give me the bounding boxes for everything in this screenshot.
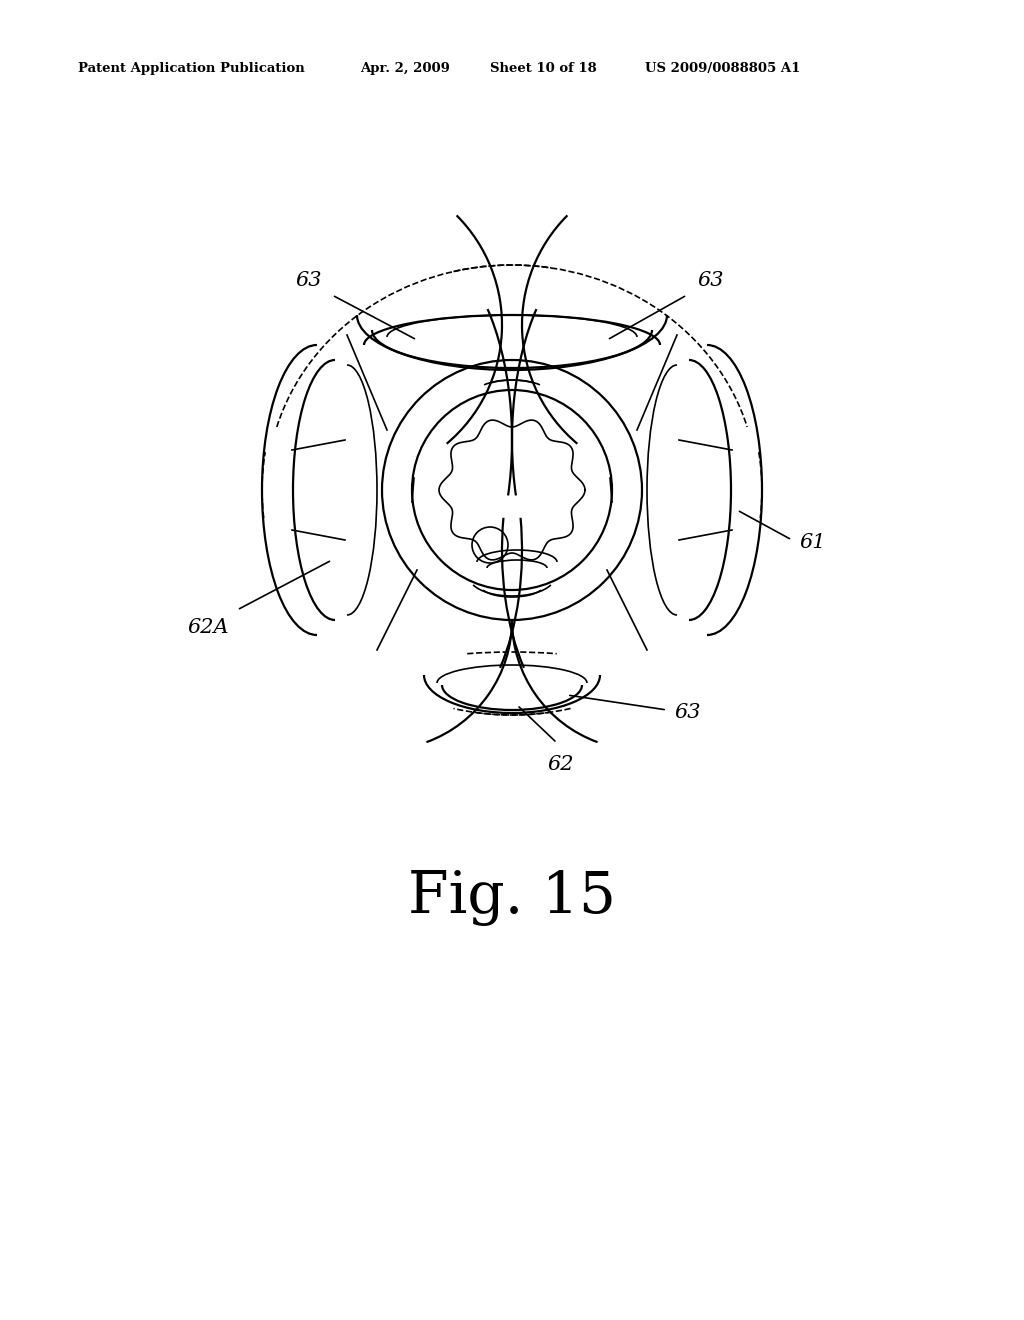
Text: 63: 63 [296, 271, 322, 290]
Text: 62A: 62A [187, 618, 229, 638]
Text: Fig. 15: Fig. 15 [408, 870, 616, 927]
Text: US 2009/0088805 A1: US 2009/0088805 A1 [645, 62, 801, 75]
Text: Apr. 2, 2009: Apr. 2, 2009 [360, 62, 450, 75]
Text: Patent Application Publication: Patent Application Publication [78, 62, 305, 75]
Text: Sheet 10 of 18: Sheet 10 of 18 [490, 62, 597, 75]
Text: 61: 61 [799, 532, 825, 552]
Text: 62: 62 [547, 755, 573, 774]
Text: 63: 63 [697, 271, 724, 290]
Text: 63: 63 [674, 704, 700, 722]
